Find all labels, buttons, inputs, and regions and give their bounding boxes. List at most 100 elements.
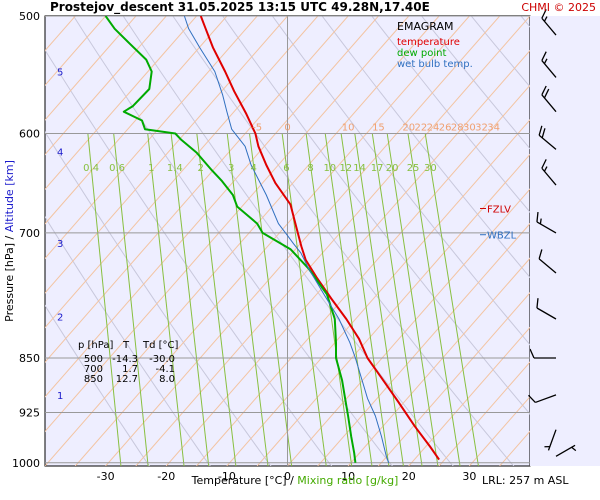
wind-barb-half-flag	[543, 16, 548, 22]
wind-barb-flag	[543, 88, 550, 99]
wind-barb-half-flag	[543, 58, 548, 64]
mixing-ratio-label: 2	[197, 163, 203, 174]
wind-barb	[536, 298, 557, 320]
svg-text:Pressure [hPa] / Altitu: Pressure [hPa] / Altitude [km]	[3, 160, 16, 322]
table-cell: 1.7	[122, 364, 138, 375]
mixing-ratio-line	[324, 133, 373, 466]
wind-barb-staff	[535, 394, 557, 404]
altitude-tick-label: 1	[57, 391, 63, 402]
isotherm-line	[105, 16, 501, 466]
legend-item-wet-bulb: wet bulb temp.	[397, 59, 473, 70]
isotherm-line	[45, 16, 410, 433]
table-header-td: Td [°C]	[142, 340, 179, 351]
table-cell: 500	[84, 354, 103, 365]
mixing-ratio-line	[424, 133, 479, 466]
chart-labels: -30 -20 -10 0 10 20 30500600700850925100054321…	[12, 10, 517, 483]
table-cell: -4.1	[155, 364, 175, 375]
mixing-ratio-line	[226, 133, 269, 466]
isotherm-line	[196, 84, 530, 466]
pressure-tick-label: 600	[19, 128, 40, 141]
wind-barb	[541, 85, 557, 113]
x-axis-label-temperature: Temperature [°C] /	[191, 474, 294, 487]
isotherm-line	[135, 16, 530, 466]
isotherm-line	[45, 16, 319, 329]
mixing-ratio-line	[147, 133, 185, 466]
x-tick-label: 30	[462, 470, 476, 483]
wind-barbs	[528, 9, 577, 457]
wind-barb-flag	[541, 85, 547, 96]
mixing-ratio-label: 20	[386, 163, 399, 174]
mixing-ratio-label: 6	[283, 163, 289, 174]
mixing-ratio-label: 30	[424, 163, 437, 174]
mixing-ratio-line	[407, 133, 461, 466]
x-axis-title: Temperature [°C] / Mixing ratio [g/kg]	[191, 474, 399, 487]
isotherm-line	[45, 16, 137, 121]
wind-barb	[544, 429, 557, 451]
isotherm-line	[45, 16, 228, 225]
wind-barb	[541, 51, 557, 78]
chart-title: Prostejov_descent 31.05.2025 13:15 UTC 4…	[50, 0, 430, 15]
mixing-ratio-line	[196, 133, 237, 466]
mixing-ratio-line	[170, 133, 210, 466]
wind-barb-flag	[538, 249, 543, 260]
mixing-ratio-line	[386, 133, 439, 466]
wind-barb-flag	[541, 128, 546, 139]
wind-barb-staff	[536, 307, 557, 320]
isotherm-label: 24	[427, 123, 440, 134]
wind-barb-flag	[541, 9, 547, 19]
wind-barb-half-flag	[544, 445, 550, 448]
mixing-ratio-line	[354, 133, 404, 466]
mixing-ratio-label: 17	[371, 163, 384, 174]
level-marker-label: FZLV	[487, 204, 511, 215]
values-table: p [hPa] T Td [°C] 500 -14.3 -30.0 700 1.…	[78, 340, 179, 385]
isotherm-line	[45, 16, 349, 363]
wind-panel	[530, 16, 600, 466]
table-cell: -30.0	[149, 354, 175, 365]
mixing-ratio-line	[340, 133, 390, 466]
mixing-ratio-line	[371, 133, 423, 466]
wind-barb-flag	[538, 125, 543, 136]
isotherm-line	[347, 257, 530, 466]
mixing-ratio-label: 0.6	[109, 163, 125, 174]
isotherm-label: 0	[284, 123, 290, 134]
isotherm-line	[317, 222, 530, 466]
mixing-ratio-label: 14	[353, 163, 366, 174]
y-axis-title: Pressure [hPa] / Altitude [km]	[3, 160, 16, 322]
series-line	[183, 16, 390, 463]
wind-barb	[538, 249, 557, 274]
dry-adiabat	[321, 16, 530, 279]
isotherm-line	[378, 292, 530, 466]
dry-adiabat	[421, 16, 530, 150]
pressure-tick-label: 850	[19, 352, 40, 365]
isotherm-label: 34	[487, 123, 500, 134]
isotherm-line	[45, 16, 440, 466]
level-marker-label: WBZL	[487, 231, 517, 242]
wind-barb	[536, 212, 557, 234]
isotherm-line	[287, 188, 530, 466]
mixing-ratio-line	[281, 133, 327, 466]
wind-barb-staff	[538, 258, 557, 274]
isotherm-line	[226, 119, 530, 466]
isotherm-label: 28	[451, 123, 464, 134]
y-axis-label-pressure: Pressure [hPa] /	[3, 235, 16, 321]
x-tick-label: 0	[284, 470, 291, 483]
x-tick-label: -20	[157, 470, 175, 483]
altitude-tick-label: 3	[57, 239, 63, 250]
wind-barb	[555, 444, 577, 457]
isotherm-line	[408, 326, 530, 466]
table-cell: 8.0	[159, 374, 175, 385]
isotherm-line	[165, 49, 530, 466]
pressure-tick-label: 500	[19, 10, 40, 23]
table-header-t: T	[122, 340, 130, 351]
wind-barb-flag	[528, 394, 536, 403]
wind-barb	[528, 394, 557, 404]
legend-item-temperature: temperature	[397, 37, 460, 48]
isotherm-line	[45, 16, 167, 156]
x-axis-label-mixing: Mixing ratio [g/kg]	[297, 474, 398, 487]
credit-text: CHMI © 2025	[521, 1, 596, 14]
legend-title: EMAGRAM	[397, 20, 454, 33]
mixing-ratio-label: 0.4	[83, 163, 99, 174]
pressure-tick-label: 1000	[12, 457, 40, 470]
x-tick-label: 20	[402, 470, 416, 483]
